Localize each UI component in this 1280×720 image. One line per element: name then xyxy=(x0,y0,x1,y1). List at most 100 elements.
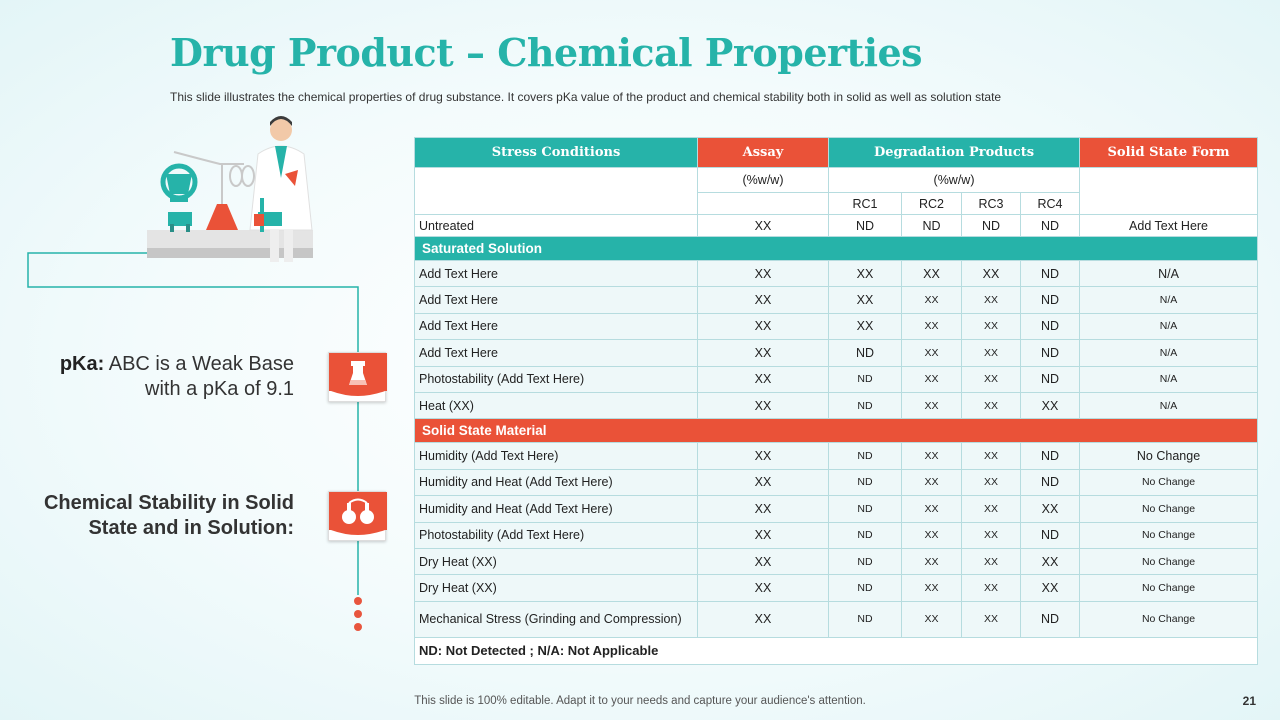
table-cell: XX xyxy=(697,214,829,237)
chemical-stability-heading: Chemical Stability in Solid State and in… xyxy=(43,492,294,539)
chemical-properties-table: Stress Conditions Assay Degradation Prod… xyxy=(413,137,1259,665)
table-cell: ND xyxy=(1019,339,1081,367)
table-cell: Photostability (Add Text Here) xyxy=(414,521,698,549)
table-row: Humidity (Add Text Here) XX ND XX XX ND No Cha… xyxy=(414,442,1259,470)
table-row-untreated: Untreated XX ND ND ND ND Add Text Here xyxy=(414,214,1259,237)
table-cell: XX xyxy=(697,600,829,638)
table-cell: ND xyxy=(828,521,902,549)
table-row: Photostability (Add Text Here) XX ND XX XX ND… xyxy=(414,365,1259,393)
header-assay: Assay xyxy=(697,137,829,168)
table-cell: XX xyxy=(697,312,829,341)
table-cell: Dry Heat (XX) xyxy=(414,574,698,602)
header-solid-state-form: Solid State Form xyxy=(1079,137,1259,168)
blank-cell xyxy=(697,192,829,215)
table-cell: ND xyxy=(1019,259,1081,288)
table-cell: ND xyxy=(1019,468,1081,497)
table-cell: XX xyxy=(697,547,829,576)
table-cell: XX xyxy=(961,391,1021,420)
table-cell: Humidity (Add Text Here) xyxy=(414,442,698,470)
table-cell: ND xyxy=(961,214,1021,237)
beaker-icon xyxy=(328,352,387,402)
table-cell: XX xyxy=(901,286,962,314)
rc-header: RC4 xyxy=(1019,192,1081,215)
footer-text: This slide is 100% editable. Adapt it to… xyxy=(414,695,866,707)
table-cell: ND xyxy=(828,214,902,237)
table-cell: ND xyxy=(1019,286,1081,314)
table-cell: N/A xyxy=(1079,365,1259,393)
table-row: Add Text Here XX ND XX XX ND N/A xyxy=(414,339,1259,367)
table-cell: XX xyxy=(961,547,1021,576)
table-cell: No Change xyxy=(1079,495,1259,523)
table-cell: XX xyxy=(901,468,962,497)
table-cell: ND xyxy=(828,442,902,470)
table-cell: XX xyxy=(961,521,1021,549)
table-cell: ND xyxy=(1019,365,1081,393)
table-cell: Add Text Here xyxy=(414,339,698,367)
table-cell: No Change xyxy=(1079,442,1259,470)
table-cell: ND xyxy=(1019,442,1081,470)
table-cell: ND xyxy=(828,339,902,367)
table-row: Humidity and Heat (Add Text Here) XX ND XX X… xyxy=(414,495,1259,523)
table-cell: ND xyxy=(828,391,902,420)
table-cell: XX xyxy=(961,574,1021,602)
table-row: Add Text Here XX XX XX XX ND N/A xyxy=(414,312,1259,341)
section-solid-state-material: Solid State Material xyxy=(413,418,1259,444)
table-row: Photostability (Add Text Here) XX ND XX XX ND… xyxy=(414,521,1259,549)
table-cell: XX xyxy=(901,391,962,420)
table-cell: ND xyxy=(1019,521,1081,549)
table-row: Humidity and Heat (Add Text Here) XX ND XX X… xyxy=(414,468,1259,497)
table-cell: ND xyxy=(1019,312,1081,341)
table-cell: No Change xyxy=(1079,521,1259,549)
table-cell: XX xyxy=(828,286,902,314)
table-cell: XX xyxy=(1019,547,1081,576)
table-cell: XX xyxy=(961,600,1021,638)
table-cell: Heat (XX) xyxy=(414,391,698,420)
table-cell: XX xyxy=(961,468,1021,497)
table-cell: XX xyxy=(697,468,829,497)
table-cell: ND xyxy=(901,214,962,237)
table-cell: ND xyxy=(828,547,902,576)
table-cell: Humidity and Heat (Add Text Here) xyxy=(414,468,698,497)
table-cell: No Change xyxy=(1079,574,1259,602)
table-cell: XX xyxy=(961,495,1021,523)
table-row: Add Text Here XX XX XX XX ND N/A xyxy=(414,259,1259,288)
table-cell: XX xyxy=(961,286,1021,314)
table-cell: Add Text Here xyxy=(414,312,698,341)
table-row: Add Text Here XX XX XX XX ND N/A xyxy=(414,286,1259,314)
section-saturated-solution: Saturated Solution xyxy=(413,236,1259,261)
table-cell: XX xyxy=(1019,391,1081,420)
table-cell: XX xyxy=(901,547,962,576)
table-cell: No Change xyxy=(1079,547,1259,576)
table-cell: ND xyxy=(828,574,902,602)
page-number: 21 xyxy=(1242,694,1256,708)
table-cell: XX xyxy=(697,259,829,288)
blank-cell xyxy=(1079,167,1259,215)
table-cell: XX xyxy=(901,521,962,549)
table-cell: N/A xyxy=(1079,339,1259,367)
table-cell: XX xyxy=(901,339,962,367)
table-cell: N/A xyxy=(1079,391,1259,420)
table-cell: XX xyxy=(961,339,1021,367)
table-cell: XX xyxy=(961,312,1021,341)
table-cell: ND xyxy=(1019,214,1081,237)
table-cell: XX xyxy=(697,495,829,523)
table-cell: Add Text Here xyxy=(414,286,698,314)
table-cell: XX xyxy=(1019,574,1081,602)
table-cell: Untreated xyxy=(414,214,698,237)
table-cell: XX xyxy=(961,365,1021,393)
table-cell: Humidity and Heat (Add Text Here) xyxy=(414,495,698,523)
table-cell: XX xyxy=(901,574,962,602)
table-cell: Add Text Here xyxy=(1079,214,1259,237)
rc-header: RC2 xyxy=(901,192,962,215)
pka-label: pKa: xyxy=(59,353,105,375)
table-cell: XX xyxy=(901,495,962,523)
table-cell: ND xyxy=(1019,600,1081,638)
table-cell: XX xyxy=(697,365,829,393)
table-cell: ND xyxy=(828,600,902,638)
header-degradation-products: Degradation Products xyxy=(827,137,1081,168)
table-cell: XX xyxy=(828,312,902,341)
rc-header: RC1 xyxy=(828,192,902,215)
pka-statement: pKa: ABC is a Weak Base with a pKa of 9.… xyxy=(34,352,294,402)
table-cell: XX xyxy=(697,339,829,367)
table-footnote: ND: Not Detected ; N/A: Not Applicable xyxy=(413,636,1259,665)
